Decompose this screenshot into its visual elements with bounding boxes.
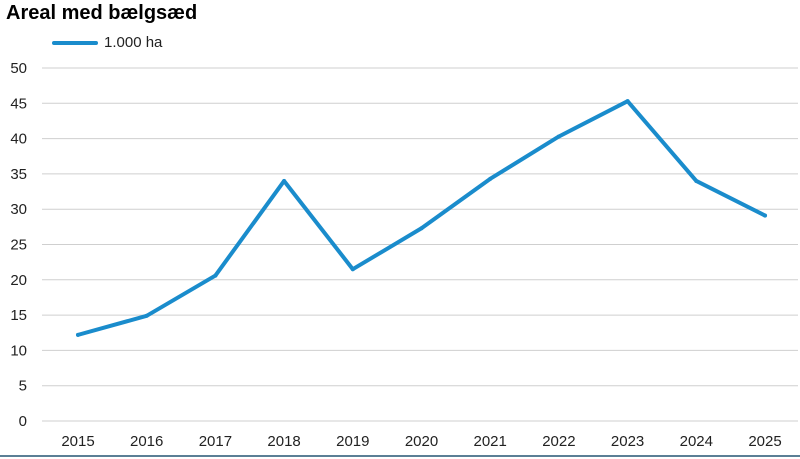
legend-swatch xyxy=(52,40,98,45)
data-point-2023 xyxy=(625,99,630,104)
y-tick-label: 30 xyxy=(10,201,27,218)
y-tick-label: 40 xyxy=(10,131,27,148)
y-tick-label: 20 xyxy=(10,272,27,289)
data-point-2020 xyxy=(419,226,424,231)
x-tick-label: 2024 xyxy=(680,433,713,450)
data-point-2019 xyxy=(350,267,355,272)
y-tick-label: 5 xyxy=(19,378,27,395)
series-line xyxy=(76,99,767,337)
data-point-2021 xyxy=(488,176,493,181)
y-tick-label: 10 xyxy=(10,342,27,359)
data-point-2015 xyxy=(76,332,80,337)
x-tick-label: 2016 xyxy=(130,433,163,450)
y-axis-ticks: 0 5 10 15 20 25 30 35 40 45 50 xyxy=(10,60,27,430)
x-tick-label: 2015 xyxy=(61,433,94,450)
x-tick-label: 2025 xyxy=(748,433,781,450)
x-tick-label: 2020 xyxy=(405,433,438,450)
legend: 1.000 ha xyxy=(52,34,162,51)
data-point-2024 xyxy=(694,178,699,183)
series-lines xyxy=(76,99,767,337)
y-tick-label: 50 xyxy=(10,60,27,77)
data-point-2017 xyxy=(213,273,218,278)
y-tick-label: 35 xyxy=(10,166,27,183)
x-tick-label: 2022 xyxy=(542,433,575,450)
data-point-2022 xyxy=(556,134,561,139)
x-tick-label: 2018 xyxy=(267,433,300,450)
y-tick-label: 25 xyxy=(10,237,27,254)
data-point-2025 xyxy=(763,213,767,218)
y-tick-label: 15 xyxy=(10,307,27,324)
x-tick-label: 2021 xyxy=(474,433,507,450)
x-tick-label: 2023 xyxy=(611,433,644,450)
x-axis-ticks: 2015 2016 2017 2018 2019 2020 2021 2022 2023 2024… xyxy=(61,433,781,450)
data-point-2018 xyxy=(282,178,287,183)
x-tick-label: 2019 xyxy=(336,433,369,450)
legend-label: 1.000 ha xyxy=(104,34,163,51)
chart-title: Areal med bælgsæd xyxy=(6,2,198,24)
x-tick-label: 2017 xyxy=(199,433,232,450)
grid-lines xyxy=(42,67,798,422)
y-tick-label: 45 xyxy=(10,95,27,112)
y-tick-label: 0 xyxy=(19,413,27,430)
data-point-2016 xyxy=(144,313,149,318)
